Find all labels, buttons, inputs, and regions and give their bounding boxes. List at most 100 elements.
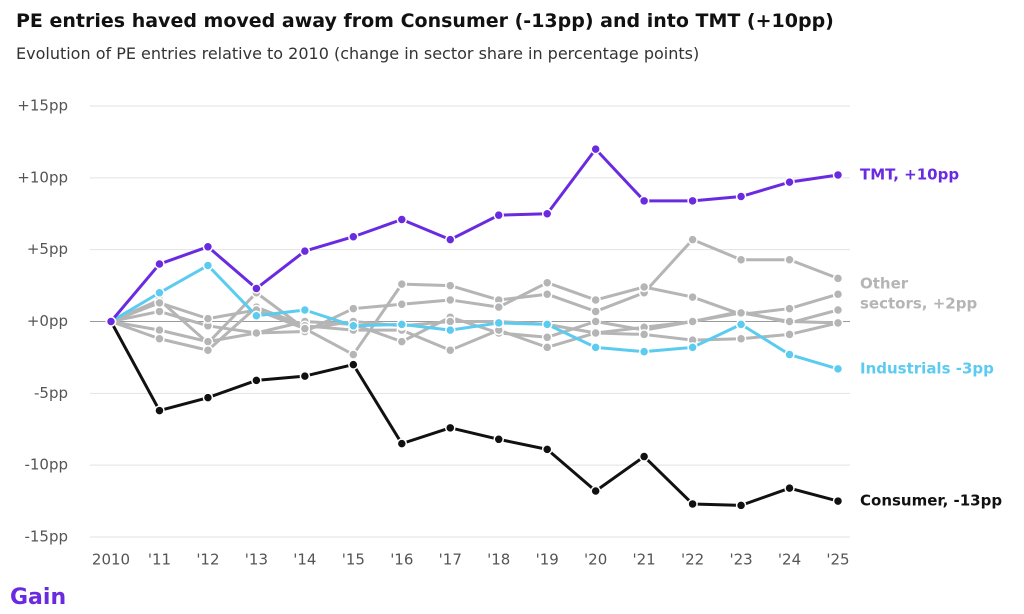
x-tick-label: '25 bbox=[826, 551, 849, 569]
data-point bbox=[832, 495, 844, 507]
data-point bbox=[541, 342, 553, 353]
data-point bbox=[396, 336, 408, 347]
x-tick-label: '20 bbox=[584, 551, 607, 569]
data-point bbox=[154, 306, 165, 317]
y-tick-label: +0pp bbox=[27, 312, 68, 330]
data-point bbox=[832, 169, 844, 181]
data-point bbox=[541, 319, 553, 330]
logo: Gain bbox=[10, 585, 67, 610]
data-point bbox=[832, 317, 844, 329]
x-tick-label: '17 bbox=[439, 551, 462, 569]
data-point bbox=[784, 303, 795, 314]
data-point bbox=[784, 176, 795, 188]
data-point bbox=[396, 319, 408, 330]
data-point bbox=[251, 283, 262, 294]
x-tick-label: '24 bbox=[778, 551, 801, 569]
y-tick-label: +15pp bbox=[17, 97, 68, 115]
data-point bbox=[445, 344, 456, 356]
data-point bbox=[299, 245, 311, 257]
data-point bbox=[541, 288, 553, 300]
y-tick-label: +10pp bbox=[17, 168, 68, 186]
series-line bbox=[110, 238, 839, 357]
series-line bbox=[109, 147, 839, 323]
data-point bbox=[493, 209, 504, 221]
data-point bbox=[590, 485, 601, 497]
data-point bbox=[687, 291, 698, 303]
data-point bbox=[154, 405, 165, 416]
data-point bbox=[735, 333, 747, 344]
data-point bbox=[735, 191, 747, 202]
data-point bbox=[445, 294, 456, 306]
data-point bbox=[202, 241, 214, 253]
data-point bbox=[445, 422, 456, 434]
data-point bbox=[348, 349, 359, 360]
data-point bbox=[590, 327, 601, 339]
series-line bbox=[110, 301, 839, 342]
data-point bbox=[784, 349, 795, 360]
data-point bbox=[638, 195, 650, 207]
series-label: Other sectors, +2pp bbox=[860, 274, 978, 313]
data-point bbox=[735, 254, 747, 265]
data-point bbox=[202, 336, 214, 347]
series-line bbox=[110, 305, 839, 352]
data-point bbox=[687, 342, 698, 353]
data-point bbox=[396, 438, 408, 449]
x-tick-label: '12 bbox=[196, 551, 219, 569]
data-point bbox=[590, 294, 601, 306]
data-point bbox=[832, 273, 844, 284]
data-point bbox=[541, 277, 553, 288]
data-point bbox=[154, 258, 165, 270]
data-point bbox=[493, 301, 504, 313]
x-tick-label: '23 bbox=[729, 551, 752, 569]
data-point bbox=[638, 329, 650, 340]
data-point bbox=[202, 260, 214, 271]
data-point bbox=[541, 444, 553, 455]
data-point bbox=[348, 231, 359, 242]
data-point bbox=[202, 344, 214, 356]
data-point bbox=[105, 316, 117, 327]
data-point bbox=[590, 143, 601, 155]
data-point bbox=[299, 304, 311, 316]
data-point bbox=[154, 324, 165, 336]
data-point bbox=[251, 327, 262, 339]
data-point bbox=[493, 317, 504, 329]
y-tick-label: -5pp bbox=[34, 384, 68, 402]
data-point bbox=[687, 316, 698, 327]
x-tick-label: '16 bbox=[390, 551, 413, 569]
x-tick-label: '13 bbox=[245, 551, 268, 569]
data-point bbox=[590, 306, 601, 317]
data-point bbox=[590, 316, 601, 327]
data-point bbox=[251, 310, 262, 322]
data-point bbox=[202, 392, 214, 403]
y-tick-label: -15pp bbox=[24, 528, 68, 546]
data-point bbox=[251, 375, 262, 386]
x-tick-label: '21 bbox=[633, 551, 656, 569]
data-point bbox=[784, 316, 795, 327]
data-point bbox=[638, 346, 650, 357]
data-point bbox=[154, 333, 165, 344]
data-point bbox=[687, 234, 698, 245]
x-tick-label: '14 bbox=[293, 551, 316, 569]
x-tick-label: '11 bbox=[148, 551, 171, 569]
data-point bbox=[348, 320, 359, 332]
data-point bbox=[832, 288, 844, 300]
data-point bbox=[445, 316, 456, 327]
data-point bbox=[832, 363, 844, 375]
x-tick-label: 2010 bbox=[92, 551, 130, 569]
data-point bbox=[687, 498, 698, 510]
data-point bbox=[299, 323, 311, 334]
data-point bbox=[590, 342, 601, 353]
data-point bbox=[348, 359, 359, 370]
data-point bbox=[735, 319, 747, 330]
data-point bbox=[299, 370, 311, 382]
data-point bbox=[445, 324, 456, 336]
series-label: TMT, +10pp bbox=[860, 165, 960, 184]
y-tick-label: -10pp bbox=[24, 456, 68, 474]
data-point bbox=[832, 304, 844, 316]
data-point bbox=[784, 254, 795, 265]
data-point bbox=[541, 332, 553, 343]
data-point bbox=[202, 313, 214, 324]
series-label: Consumer, -13pp bbox=[860, 491, 1003, 510]
